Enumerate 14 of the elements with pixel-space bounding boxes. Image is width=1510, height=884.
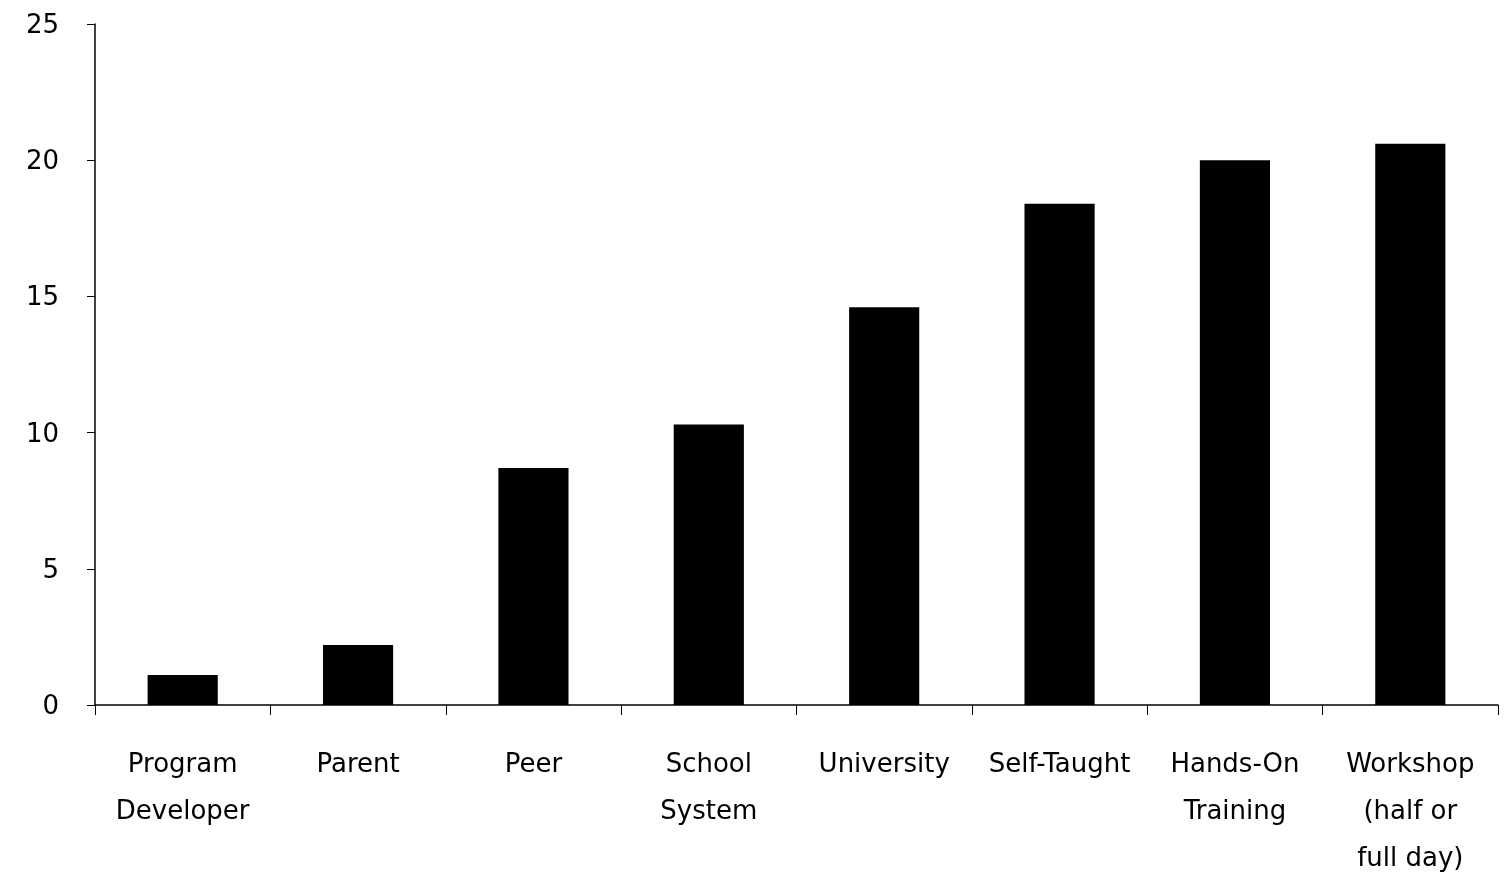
y-tick-label: 10 (25, 417, 59, 448)
x-tick-label: Program Developer (115, 747, 250, 825)
y-tick-label: 25 (25, 9, 59, 39)
x-tick-label: Workshop (half or full day) (1346, 747, 1475, 872)
x-tick-label: Hands-On Training (1170, 747, 1300, 825)
y-tick-label: 0 (42, 690, 59, 720)
y-tick-label: 15 (25, 281, 59, 312)
x-tick-label: Peer (504, 747, 563, 778)
y-tick-label: 20 (25, 145, 59, 176)
y-tick-label: 5 (42, 553, 59, 584)
x-tick-label: School System (660, 747, 758, 825)
x-tick-label: Self-Taught (988, 747, 1131, 778)
x-tick-label: University (818, 747, 950, 778)
x-tick-label: Parent (316, 747, 400, 778)
